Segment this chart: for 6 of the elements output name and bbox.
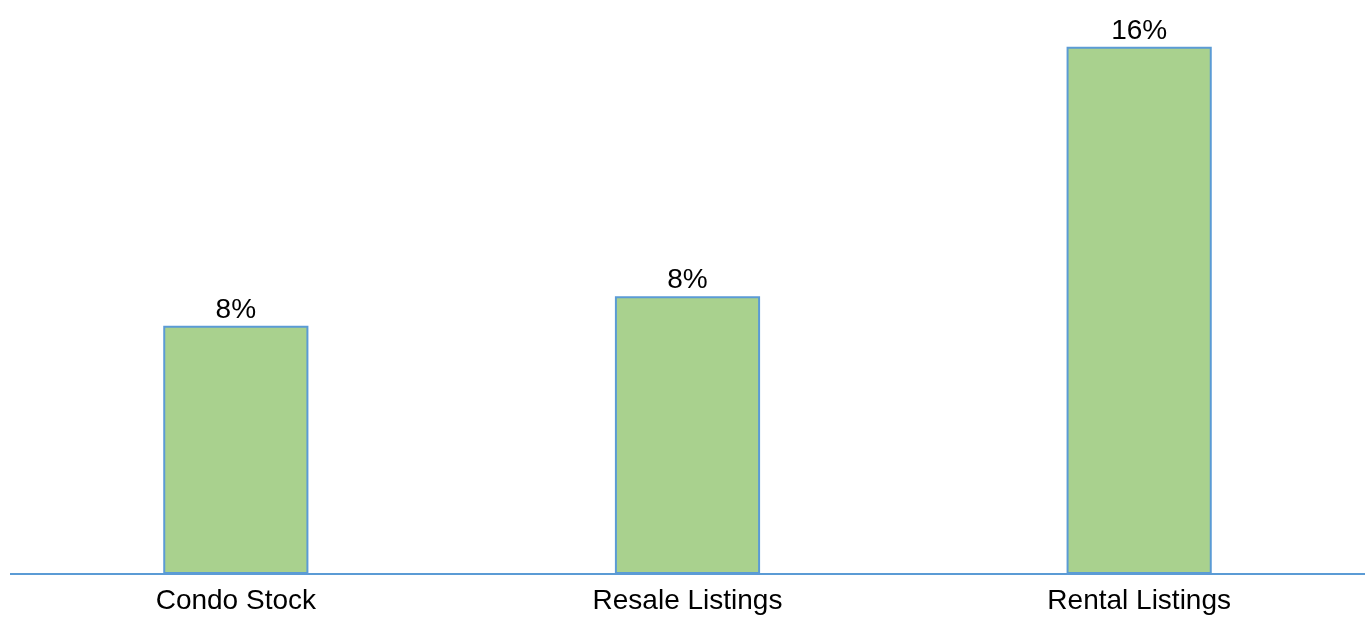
data-label: 8%	[215, 292, 257, 324]
data-label: 8%	[667, 263, 708, 295]
x-tick-label: Condo Stock	[155, 583, 317, 615]
x-tick-label: Resale Listings	[592, 583, 783, 615]
data-label: 16%	[1111, 13, 1168, 45]
x-tick-label: Rental Listings	[1047, 583, 1231, 615]
